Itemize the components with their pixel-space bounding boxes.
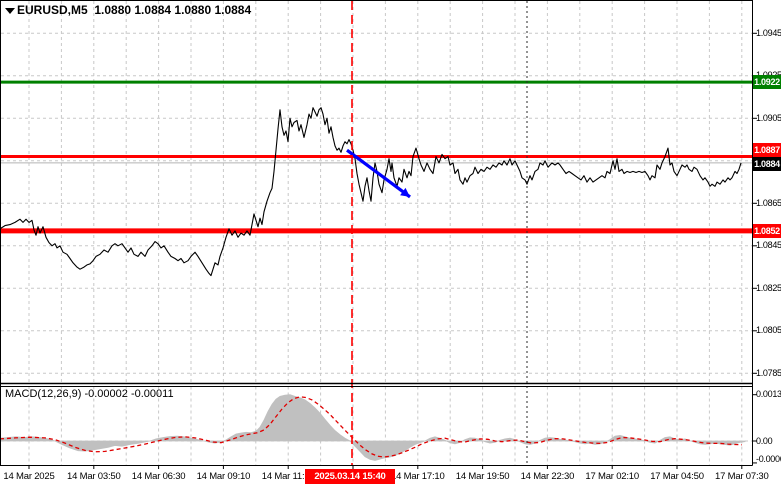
time-axis-label: 14 Mar 19:50 bbox=[455, 471, 510, 482]
macd-axis-label: -0.00063 bbox=[756, 453, 781, 464]
time-axis-label: 17 Mar 02:10 bbox=[585, 471, 639, 482]
time-axis-label: 14 Mar 22:30 bbox=[520, 471, 575, 482]
time-axis-label: 14 Mar 11:50 bbox=[261, 471, 315, 482]
price-axis-label: 1.0785 bbox=[756, 367, 781, 378]
macd-signal-line bbox=[0, 396, 743, 458]
vline-time-badge: 2025.03.14 15:40 bbox=[305, 469, 395, 484]
time-axis-label: 14 Mar 03:50 bbox=[67, 471, 121, 482]
price-series-line bbox=[0, 107, 742, 277]
time-axis-label: 17 Mar 04:50 bbox=[650, 471, 704, 482]
time-axis-label: 14 Mar 17:10 bbox=[391, 471, 445, 482]
symbol-dropdown-icon[interactable] bbox=[5, 8, 15, 14]
resistance-price-badge: 1.0922 bbox=[753, 75, 781, 90]
price-axis-label: 1.0825 bbox=[756, 282, 781, 293]
trend-arrow-line bbox=[346, 148, 411, 199]
price-axis-label: 1.0905 bbox=[756, 112, 781, 123]
time-axis-label: 14 Mar 2025 bbox=[3, 471, 55, 482]
macd-axis-label: 0.00 bbox=[756, 435, 773, 446]
time-axis-label: 14 Mar 09:10 bbox=[196, 471, 251, 482]
time-axis-label: 14 Mar 06:30 bbox=[131, 471, 186, 482]
support-price-badge: 1.0852 bbox=[753, 223, 781, 238]
trend-arrow-head bbox=[400, 187, 410, 197]
price-axis-label: 1.0945 bbox=[756, 27, 781, 38]
price-axis-label: 1.0805 bbox=[756, 325, 781, 336]
price-axis-label: 1.0865 bbox=[756, 197, 781, 208]
macd-indicator-label: MACD(12,26,9) -0.00002 -0.00011 bbox=[5, 388, 174, 400]
price-axis-label: 1.0845 bbox=[756, 240, 781, 251]
chart-title: EURUSD,M5 1.0880 1.0884 1.0880 1.0884 bbox=[17, 3, 252, 17]
macd-axis-label: 0.00133 bbox=[756, 389, 781, 400]
level-price-badge: 1.0887 bbox=[753, 143, 781, 158]
current-price-badge: 1.0884 bbox=[753, 156, 781, 171]
time-axis-label: 17 Mar 07:30 bbox=[715, 471, 769, 482]
